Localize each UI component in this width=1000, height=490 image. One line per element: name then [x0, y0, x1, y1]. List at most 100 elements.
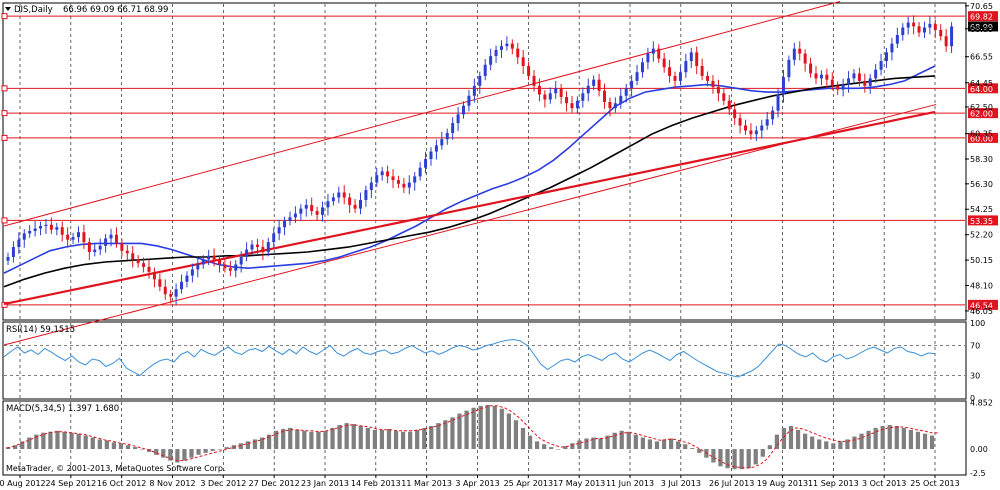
- macd-plot: [6, 404, 939, 470]
- candle-bull: [440, 139, 444, 146]
- level-tag-label: 64.00: [970, 85, 993, 94]
- copyright-text: MetaTrader, © 2001-2013, MetaQuotes Soft…: [6, 464, 225, 473]
- macd-bar: [83, 435, 88, 450]
- macd-bar: [817, 439, 822, 450]
- level-tag: [968, 299, 998, 310]
- macd-bar: [690, 448, 695, 450]
- candle-bull: [928, 23, 932, 28]
- macd-bar: [62, 431, 67, 450]
- x-tick-label: 25 Apr 2013: [504, 479, 553, 488]
- macd-bar: [788, 426, 794, 450]
- candle-bull: [44, 224, 48, 226]
- candle-bull: [277, 227, 281, 234]
- macd-bar: [351, 424, 356, 450]
- candle-bull: [781, 77, 785, 95]
- rsi-plot: [3, 338, 965, 378]
- candle-bull: [272, 233, 276, 243]
- rsi-line: [3, 338, 936, 378]
- candle-bull: [489, 56, 493, 65]
- candle-bear: [933, 23, 937, 31]
- symbol-label: DIS,Daily: [14, 5, 53, 15]
- macd-bar: [859, 433, 864, 450]
- macd-bar: [196, 449, 201, 455]
- y-tick-label: 70.65: [970, 2, 993, 11]
- dropdown-triangle-icon[interactable]: [5, 7, 11, 11]
- macd-bar: [245, 441, 251, 450]
- level-handle: [1, 134, 8, 141]
- candle-bear: [825, 74, 829, 80]
- macd-bar: [224, 447, 229, 450]
- candle-bull: [456, 114, 460, 124]
- macd-bar: [795, 429, 801, 450]
- candle-bear: [152, 271, 156, 280]
- macd-bar: [379, 429, 385, 450]
- macd-bar: [683, 444, 688, 450]
- candle-bull: [28, 230, 32, 234]
- macd-bar: [161, 449, 166, 458]
- candle-bull: [950, 26, 954, 47]
- macd-bar: [767, 445, 772, 450]
- candle-bull: [895, 35, 899, 44]
- candle-bear: [163, 286, 167, 295]
- candle-bull: [467, 95, 471, 106]
- macd-bar: [175, 449, 180, 463]
- rsi-y-tick-label: 70: [970, 342, 980, 351]
- candle-bull: [418, 167, 422, 177]
- candle-bear: [944, 36, 948, 47]
- macd-bar: [422, 427, 427, 450]
- candle-bull: [678, 72, 682, 81]
- candle-bull: [771, 110, 775, 120]
- candle-bear: [798, 48, 802, 54]
- macd-bar: [880, 426, 885, 450]
- macd-bar: [13, 445, 18, 450]
- candle-bull: [185, 275, 189, 282]
- candle-bull: [581, 93, 585, 101]
- level-tag: [968, 11, 998, 22]
- y-tick-label: 50.15: [970, 256, 993, 265]
- macd-bar: [189, 449, 194, 458]
- candle-bear: [912, 22, 916, 27]
- x-tick-label: 3 Jul 2013: [661, 479, 701, 488]
- moving-averages: [3, 65, 936, 306]
- macd-bar: [781, 427, 787, 450]
- macd-bar: [845, 439, 850, 450]
- candle-bull: [375, 175, 379, 183]
- macd-bar: [238, 443, 243, 450]
- candle-bull: [765, 119, 769, 126]
- macd-bar: [647, 439, 653, 450]
- level-tag: [968, 108, 998, 119]
- macd-bar: [915, 431, 921, 450]
- candle-bull: [451, 123, 455, 133]
- macd-bar: [577, 440, 582, 450]
- last-price-tag: [968, 21, 998, 32]
- y-tick-label: 46.05: [970, 307, 993, 316]
- candle-bear: [722, 93, 726, 101]
- candle-bull: [55, 227, 59, 230]
- candle-bear: [142, 263, 146, 267]
- candle-bear: [217, 259, 221, 265]
- candles: [6, 15, 954, 305]
- x-tick-label: 26 Jul 2013: [709, 479, 754, 488]
- macd-bar: [386, 428, 392, 450]
- level-handle: [1, 217, 8, 224]
- candle-bear: [537, 85, 541, 95]
- candle-bull: [266, 242, 270, 253]
- candle-bull: [890, 43, 894, 53]
- macd-bar: [259, 437, 265, 450]
- macd-bar: [393, 430, 399, 450]
- candle-bull: [868, 78, 872, 86]
- candle-bull: [901, 27, 905, 36]
- macd-bar: [732, 449, 737, 470]
- candle-bull: [906, 22, 910, 28]
- candle-bear: [727, 100, 731, 110]
- candle-bull: [505, 43, 509, 47]
- macd-bar: [612, 432, 617, 450]
- candle-bear: [814, 73, 818, 79]
- macd-bar: [281, 428, 286, 450]
- macd-bar: [527, 435, 533, 450]
- macd-bar: [725, 449, 730, 469]
- candle-bull: [462, 105, 466, 115]
- candle-bear: [695, 52, 699, 67]
- macd-bar: [217, 449, 222, 450]
